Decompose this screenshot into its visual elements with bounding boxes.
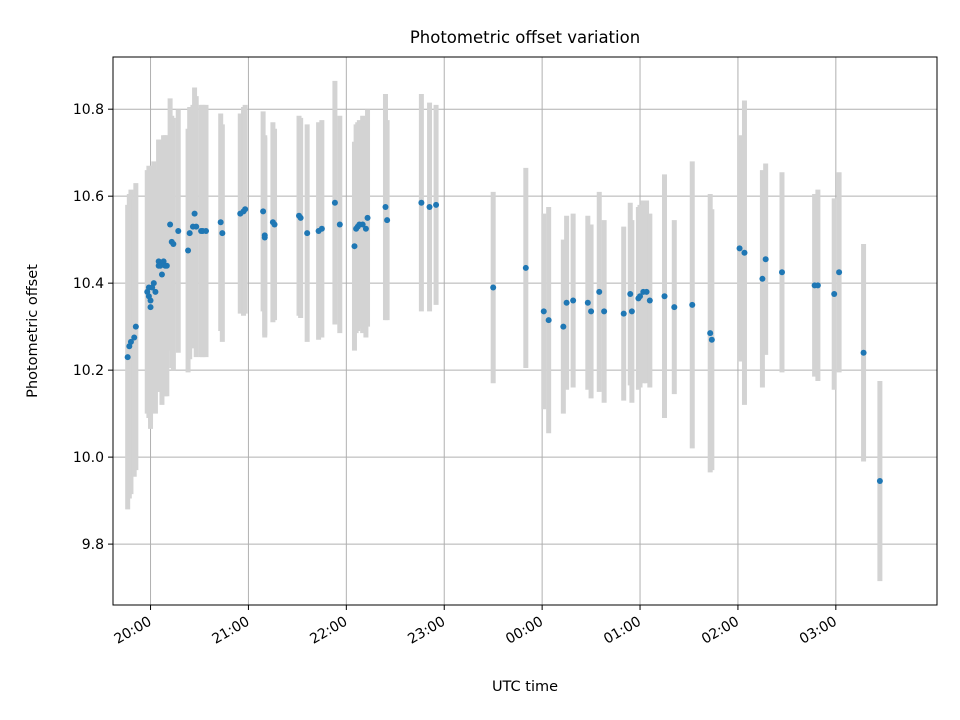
data-point [261, 234, 268, 241]
data-point [433, 201, 440, 208]
y-tick-label: 10.4 [73, 276, 104, 292]
data-point [242, 206, 249, 213]
data-point [762, 256, 769, 263]
data-point [671, 304, 678, 311]
data-point [759, 275, 766, 282]
plot-frame [112, 56, 938, 606]
data-point [628, 308, 635, 315]
data-point [167, 221, 174, 228]
data-point [124, 354, 131, 361]
data-point [570, 297, 577, 304]
data-point [132, 323, 139, 330]
data-point [736, 245, 743, 252]
data-point [584, 299, 591, 306]
chart-title: Photometric offset variation [410, 28, 640, 47]
data-point [147, 304, 154, 311]
data-point [359, 221, 366, 228]
y-tick-label: 10.8 [73, 102, 104, 118]
data-point [364, 214, 371, 221]
data-point [163, 262, 170, 269]
data-point [297, 214, 304, 221]
grid-layer [113, 57, 937, 605]
data-point [384, 217, 391, 224]
data-point [217, 219, 224, 226]
data-point [219, 230, 226, 237]
data-point [708, 336, 715, 343]
data-point [185, 247, 192, 254]
data-point [186, 230, 193, 237]
data-point [620, 310, 627, 317]
data-point [193, 223, 200, 230]
data-point [778, 269, 785, 276]
data-point [707, 330, 714, 337]
data-point [175, 227, 182, 234]
y-tick-label: 10.6 [73, 189, 104, 205]
data-point [661, 293, 668, 300]
data-point [318, 225, 325, 232]
data-point [382, 204, 389, 211]
data-point [147, 297, 154, 304]
data-point [831, 291, 838, 298]
data-point [836, 269, 843, 276]
data-point [860, 349, 867, 356]
y-tick-label: 10.2 [73, 363, 104, 379]
data-point [304, 230, 311, 237]
data-point [152, 288, 159, 295]
data-point [203, 227, 210, 234]
data-point [601, 308, 608, 315]
data-point [127, 338, 134, 345]
data-point [689, 301, 696, 308]
data-point [646, 297, 653, 304]
data-point [522, 264, 529, 271]
data-point [741, 249, 748, 256]
data-point [426, 204, 433, 211]
data-point [418, 199, 425, 206]
data-point [271, 221, 278, 228]
y-tick-label: 10.0 [73, 450, 104, 466]
data-point [191, 210, 198, 217]
data-point [876, 478, 883, 485]
data-point [331, 199, 338, 206]
data-point [588, 308, 595, 315]
data-point [545, 317, 552, 324]
data-point [560, 323, 567, 330]
data-point [170, 241, 177, 248]
data-point [150, 280, 157, 287]
data-point [157, 262, 164, 269]
y-tick-label: 9.8 [82, 537, 104, 553]
data-point [336, 221, 343, 228]
data-point [540, 308, 547, 315]
data-point [814, 282, 821, 289]
data-point [627, 291, 634, 298]
data-point [362, 225, 369, 232]
data-point [158, 271, 165, 278]
x-axis-label: UTC time [492, 679, 558, 695]
point-layer [124, 199, 883, 485]
data-point [351, 243, 358, 250]
y-axis: 9.8 10.0 10.2 10.4 10.6 10.8 [73, 102, 113, 553]
data-point [643, 288, 650, 295]
data-point [490, 284, 497, 291]
data-point [596, 288, 603, 295]
data-point [637, 293, 644, 300]
data-point [131, 334, 138, 341]
data-point [563, 299, 570, 306]
data-point [260, 208, 267, 215]
y-axis-label: Photometric offset [25, 264, 41, 398]
